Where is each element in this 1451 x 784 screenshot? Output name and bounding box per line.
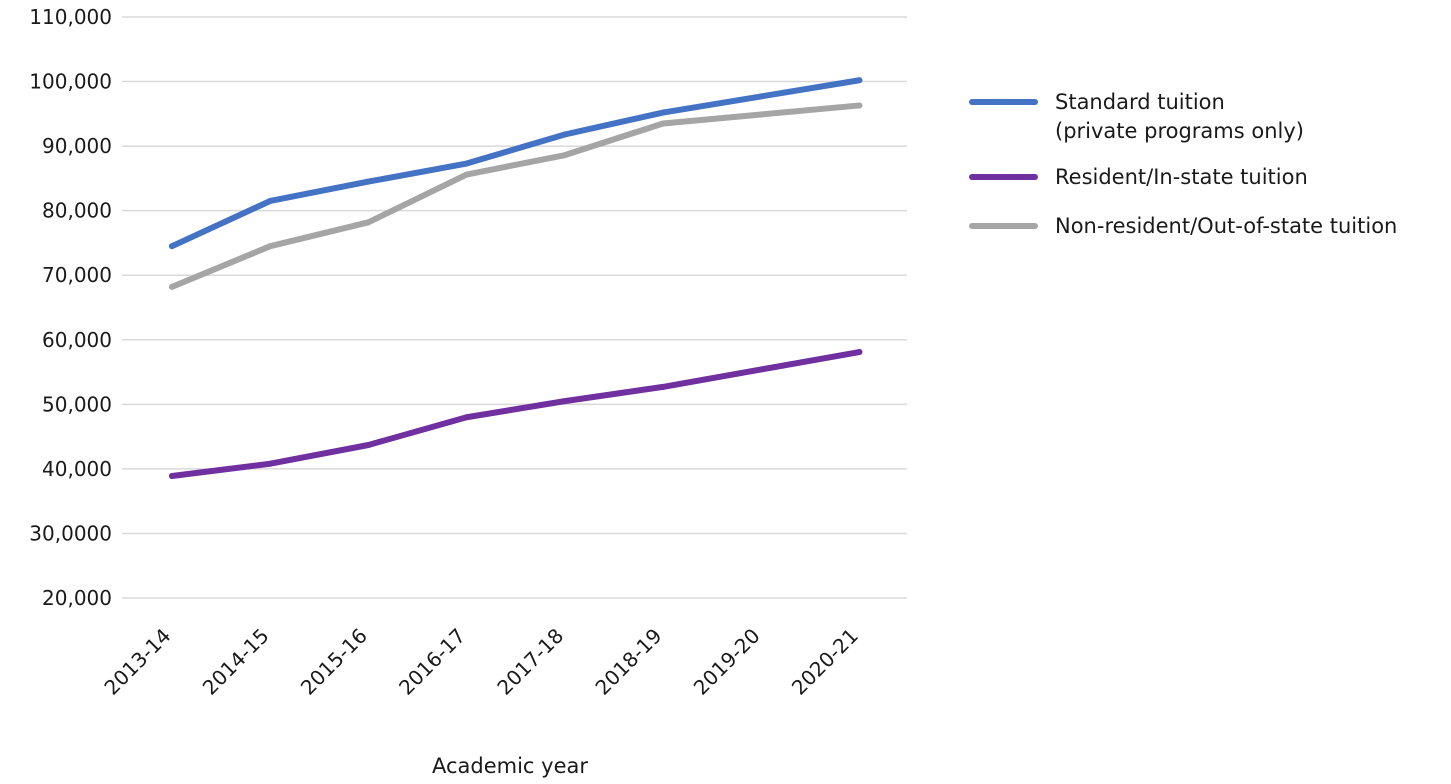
data-point	[169, 472, 175, 479]
series-line-2	[169, 102, 863, 290]
x-tick-label: 2016-17	[394, 624, 470, 700]
data-point	[365, 178, 372, 185]
x-tick-label: 2014-15	[198, 624, 274, 700]
x-tick-label: 2019-20	[689, 624, 765, 700]
y-axis-tick-labels: 20,000 30,0000 40,000 50,000 60,000 70,000 80,…	[29, 5, 112, 610]
data-point	[856, 102, 863, 109]
data-point	[660, 120, 666, 127]
y-tick-label: 40,000	[42, 457, 112, 481]
series-lines	[169, 77, 863, 479]
y-tick-label: 20,000	[42, 586, 112, 610]
y-tick-label: 80,000	[42, 199, 112, 223]
legend-label: Resident/In-state tuition	[1055, 165, 1308, 189]
legend-label: (private programs only)	[1055, 119, 1304, 143]
x-tick-label: 2017-18	[492, 624, 568, 700]
legend-label: Non-resident/Out-of-state tuition	[1055, 214, 1397, 238]
data-point	[660, 109, 666, 116]
data-point	[169, 243, 175, 250]
legend: Standard tuition (private programs only) R…	[969, 90, 1397, 238]
data-point	[856, 77, 863, 84]
data-point	[365, 219, 372, 226]
y-tick-label: 30,0000	[29, 521, 112, 545]
data-point	[463, 171, 470, 178]
data-point	[758, 366, 765, 373]
data-point	[758, 111, 765, 118]
x-tick-label: 2020-21	[787, 624, 863, 700]
data-point	[463, 160, 470, 167]
x-axis-tick-labels: 2013-14 2014-15 2015-16 2016-17 2017-18 2018-…	[99, 624, 862, 700]
data-point	[365, 442, 372, 449]
data-point	[758, 93, 765, 100]
data-point	[267, 243, 274, 250]
y-tick-label: 90,000	[42, 134, 112, 158]
data-point	[561, 131, 568, 138]
data-point	[169, 283, 175, 290]
y-tick-label: 110,000	[29, 5, 112, 29]
y-tick-label: 60,000	[42, 328, 112, 352]
data-point	[267, 460, 274, 467]
x-tick-label: 2015-16	[296, 624, 372, 700]
y-tick-label: 70,000	[42, 263, 112, 287]
series-line-0	[169, 77, 863, 250]
data-point	[561, 152, 568, 159]
y-tick-label: 100,000	[29, 70, 112, 94]
data-point	[267, 197, 274, 204]
gridlines	[122, 16, 907, 599]
x-tick-label: 2013-14	[99, 624, 175, 700]
series-line-1	[169, 349, 863, 479]
data-point	[463, 414, 470, 421]
data-point	[856, 349, 863, 356]
x-tick-label: 2018-19	[590, 624, 666, 700]
data-point	[660, 383, 666, 390]
data-point	[561, 398, 568, 405]
x-axis-label: Academic year	[432, 754, 588, 778]
y-tick-label: 50,000	[42, 392, 112, 416]
legend-label: Standard tuition	[1055, 90, 1225, 114]
